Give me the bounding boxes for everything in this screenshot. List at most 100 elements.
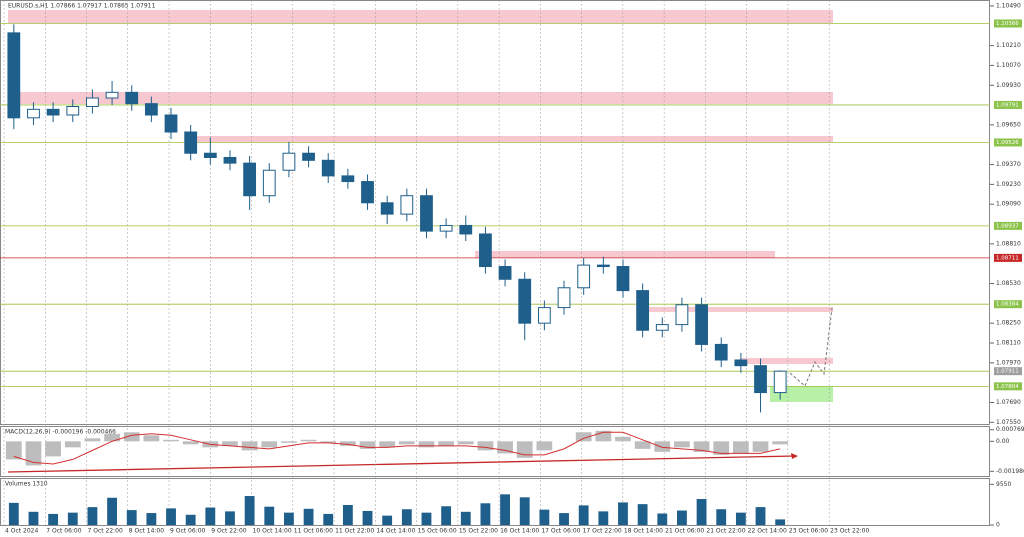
candle-body xyxy=(223,156,237,164)
candle-body xyxy=(262,169,276,197)
volume-bar xyxy=(421,512,432,525)
volume-bar xyxy=(519,497,530,525)
level-label: 1.09526 xyxy=(996,140,1019,146)
y-tick-label: 0.00 xyxy=(996,438,1010,445)
macd-bar xyxy=(379,441,396,448)
level-box xyxy=(994,382,1022,391)
level-label: 1.09791 xyxy=(996,102,1019,108)
x-tick-label: 9 Oct 22:00 xyxy=(211,528,246,535)
candle-body xyxy=(46,108,60,116)
candle-body xyxy=(439,224,453,232)
candle-body xyxy=(321,159,335,177)
volume-bar xyxy=(244,496,255,525)
macd-bar xyxy=(615,436,631,442)
macd-bar xyxy=(654,441,671,452)
level-box xyxy=(994,253,1022,262)
x-tick-label: 22 Oct 14:00 xyxy=(748,528,787,535)
macd-bar xyxy=(340,441,356,446)
macd-bar xyxy=(281,441,297,443)
volume-bar xyxy=(735,512,746,525)
y-tick-label: 1.09370 xyxy=(996,161,1021,168)
macd-bar xyxy=(84,438,101,442)
volume-bar xyxy=(480,503,491,525)
candle-body xyxy=(380,202,394,215)
macd-bar xyxy=(5,441,22,460)
macd-bar xyxy=(497,441,513,454)
macd-bar xyxy=(25,441,42,466)
divergence-arrow xyxy=(7,455,796,473)
x-tick-label: 17 Oct 06:00 xyxy=(541,528,580,535)
level-label: 1.07911 xyxy=(996,369,1019,375)
candle-body xyxy=(754,365,767,394)
zone xyxy=(8,10,833,23)
macd-title: MACD(12,26,9) -0.000196 -0.000466 xyxy=(5,429,116,436)
volume-bar xyxy=(362,510,373,525)
macd-bar xyxy=(536,441,553,451)
volume-bar xyxy=(401,509,412,525)
macd-bar xyxy=(693,441,710,452)
candle-body xyxy=(773,370,787,394)
macd-bar xyxy=(634,441,651,449)
y-tick-label: 0.000769 xyxy=(996,426,1024,433)
candle-body xyxy=(66,105,80,116)
volume-bar xyxy=(225,511,235,525)
macd-bar xyxy=(104,433,120,442)
macd-bar xyxy=(733,441,749,454)
level-label: 1.10366 xyxy=(996,21,1019,27)
volume-bar xyxy=(185,514,196,525)
volume-bar xyxy=(28,511,39,525)
projection xyxy=(789,307,833,387)
volume-bar xyxy=(382,515,393,525)
candle-body xyxy=(203,152,217,158)
volume-bar xyxy=(578,505,589,525)
volume-bar xyxy=(559,513,569,525)
volume-bar xyxy=(126,510,137,525)
candle-body xyxy=(537,307,551,324)
candle-body xyxy=(144,103,158,116)
macd-bar xyxy=(595,430,612,442)
macd-bar xyxy=(241,441,258,451)
candle-body xyxy=(282,152,296,171)
candle-body xyxy=(7,32,21,119)
y-tick-label: 1.07970 xyxy=(996,359,1021,366)
candle-body xyxy=(302,152,315,161)
level-box xyxy=(994,138,1022,147)
candle-body xyxy=(420,195,433,232)
macd-panel xyxy=(0,426,990,477)
x-tick-label: 15 Oct 06:00 xyxy=(418,528,457,535)
x-tick-label: 11 Oct 06:00 xyxy=(294,528,333,535)
macd-bar xyxy=(516,441,533,458)
volume-bar xyxy=(87,507,98,525)
candle-body xyxy=(655,324,669,331)
macd-bar xyxy=(163,439,179,442)
volume-bar xyxy=(48,513,59,525)
macd-bar xyxy=(752,441,769,452)
volume-bar xyxy=(539,509,550,525)
x-tick-label: 18 Oct 14:00 xyxy=(624,528,663,535)
macd-bar xyxy=(438,441,454,446)
candle-body xyxy=(341,175,355,183)
volume-bar xyxy=(500,494,510,525)
macd-bar xyxy=(674,441,690,448)
volume-title: Volumes 1310 xyxy=(5,481,48,488)
x-tick-label: 21 Oct 22:00 xyxy=(706,528,745,535)
candle-body xyxy=(714,343,728,361)
volume-bar xyxy=(342,504,353,525)
candle-body xyxy=(400,195,414,215)
y-tick-label: 1.08530 xyxy=(996,280,1021,287)
zone xyxy=(8,92,833,104)
level-label: 1.07804 xyxy=(996,384,1019,390)
y-tick-label: 1.08810 xyxy=(996,240,1021,247)
candle-body xyxy=(243,162,257,197)
zone xyxy=(475,251,775,258)
volume-bar xyxy=(166,508,176,525)
macd-bar xyxy=(575,432,592,442)
price-panel xyxy=(0,0,990,425)
x-tick-label: 15 Oct 22:00 xyxy=(459,528,498,535)
x-tick-label: 8 Oct 14:00 xyxy=(129,528,164,535)
x-tick-label: 23 Oct 06:00 xyxy=(789,528,828,535)
x-tick-label: 23 Oct 22:00 xyxy=(830,528,869,535)
macd-bar xyxy=(320,441,337,443)
volume-bar xyxy=(303,508,314,525)
